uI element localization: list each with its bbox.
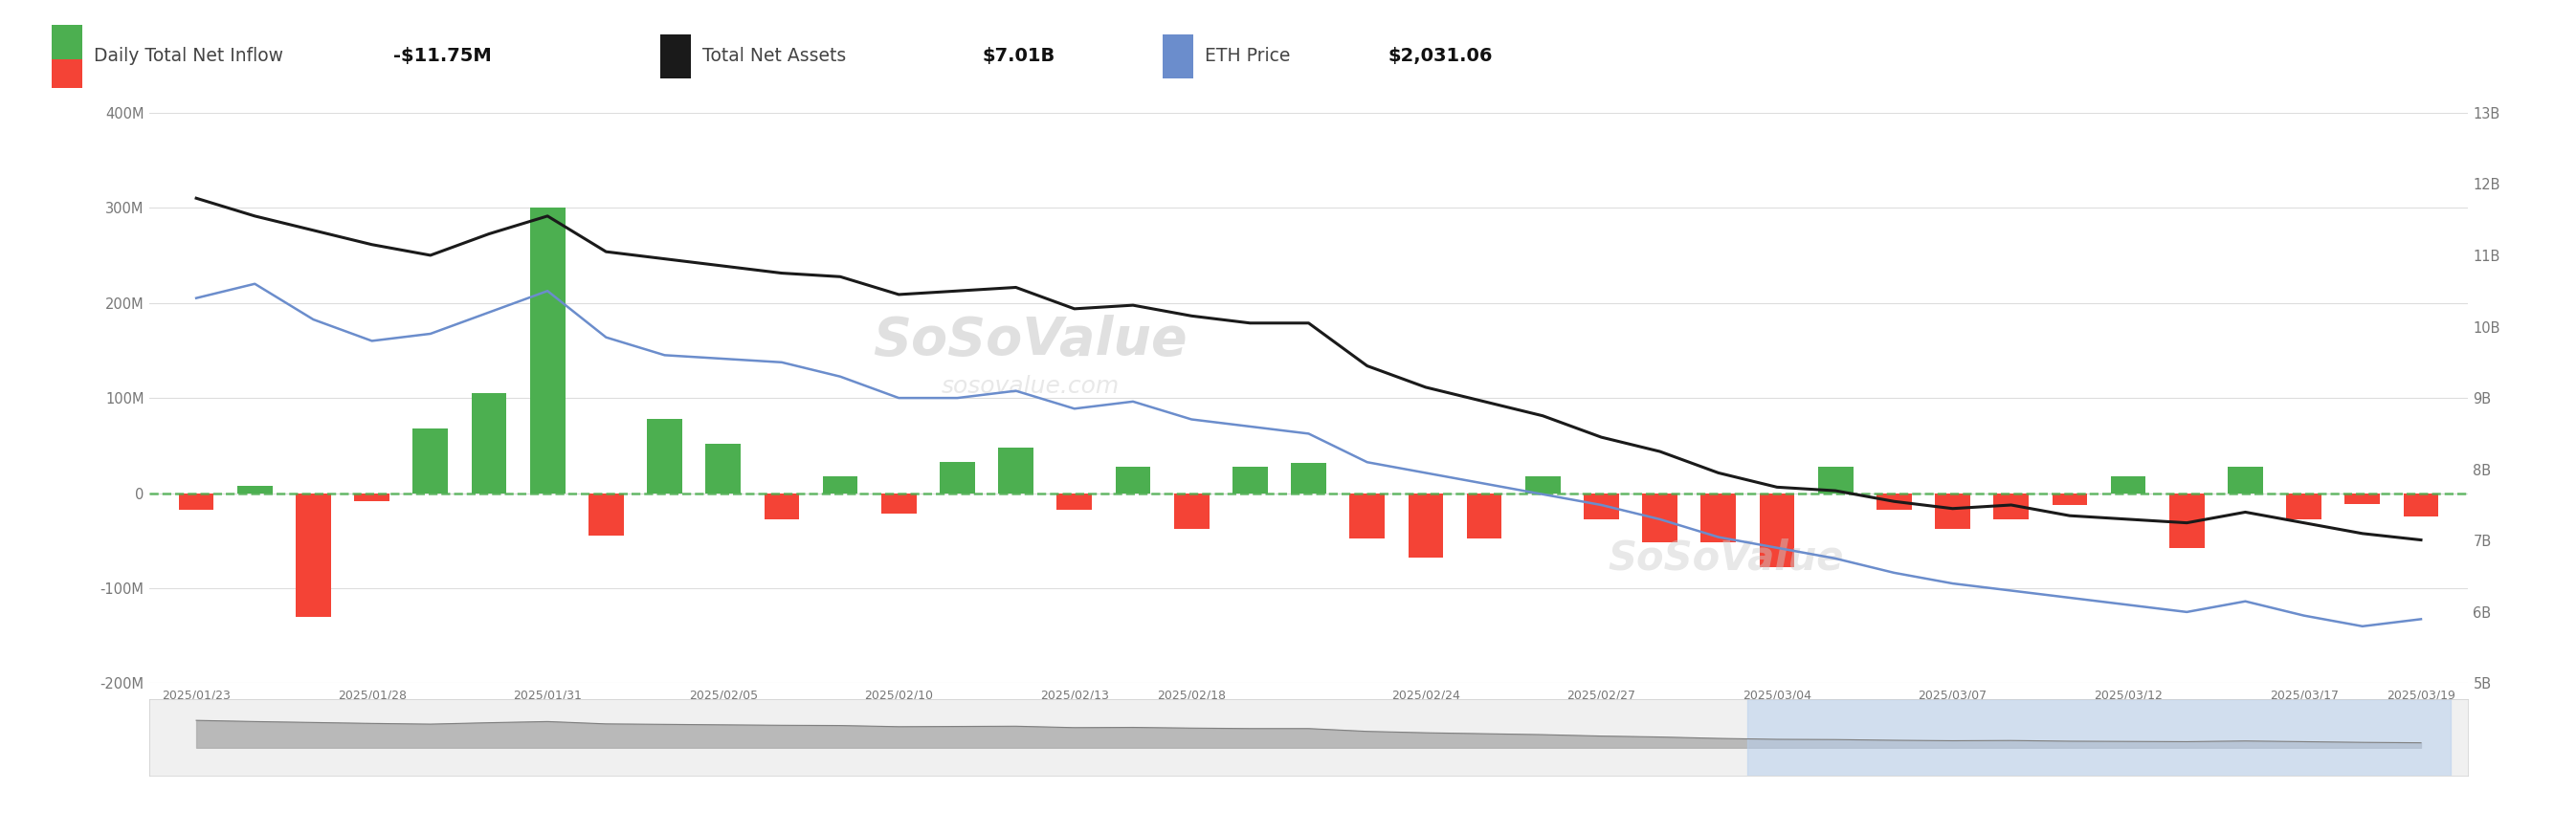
Bar — [587, 493, 623, 536]
Text: Total Net Assets: Total Net Assets — [703, 48, 848, 65]
Bar — [237, 485, 273, 493]
Text: ETH Price: ETH Price — [1206, 48, 1291, 65]
Bar — [1175, 493, 1208, 530]
Bar — [52, 25, 82, 59]
Bar — [647, 419, 683, 493]
Text: Daily Total Net Inflow: Daily Total Net Inflow — [95, 48, 283, 65]
Text: $2,031.06: $2,031.06 — [1388, 48, 1494, 65]
Bar — [999, 447, 1033, 493]
Bar — [52, 59, 82, 88]
Bar — [2169, 493, 2205, 548]
Bar — [1162, 34, 1193, 78]
Bar — [1409, 493, 1443, 558]
Bar — [531, 208, 564, 493]
Bar — [296, 493, 330, 617]
Bar — [2403, 493, 2439, 517]
Bar — [1819, 466, 1852, 493]
Bar — [1115, 466, 1151, 493]
Bar — [1700, 493, 1736, 543]
Bar — [1875, 493, 1911, 510]
Bar — [2053, 493, 2087, 505]
Bar — [659, 34, 690, 78]
Bar — [1935, 493, 1971, 530]
Bar — [1350, 493, 1386, 539]
Bar — [706, 444, 742, 493]
Bar — [1759, 493, 1795, 567]
Text: -$11.75M: -$11.75M — [394, 48, 492, 65]
Bar — [822, 476, 858, 493]
Bar — [1525, 476, 1561, 493]
Bar — [1643, 493, 1677, 543]
Bar — [1466, 493, 1502, 539]
Bar — [1994, 493, 2030, 520]
Bar — [2287, 493, 2321, 520]
Bar — [765, 493, 799, 520]
Text: SoSoValue: SoSoValue — [1607, 538, 1844, 578]
Bar — [355, 493, 389, 500]
Bar — [1747, 700, 2450, 776]
Bar — [412, 429, 448, 493]
Bar — [178, 493, 214, 510]
Bar — [1291, 463, 1327, 493]
Text: $7.01B: $7.01B — [984, 48, 1056, 65]
Text: sosovalue.com: sosovalue.com — [940, 375, 1121, 398]
Bar — [1056, 493, 1092, 510]
Bar — [940, 462, 974, 493]
Bar — [881, 493, 917, 514]
Bar — [2110, 476, 2146, 493]
Bar — [471, 393, 507, 493]
Text: SoSoValue: SoSoValue — [873, 315, 1188, 367]
Bar — [1584, 493, 1618, 520]
Bar — [2228, 466, 2262, 493]
Bar — [1231, 466, 1267, 493]
Bar — [2344, 493, 2380, 505]
